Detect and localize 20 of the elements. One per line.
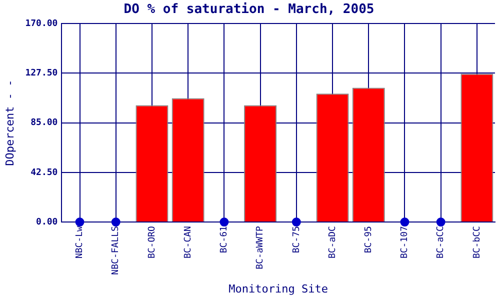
y-tick-label: 127.50 <box>25 68 58 79</box>
x-tick-label: BC-61 <box>220 226 230 254</box>
x-tick-label: BC-aWWTP <box>256 225 266 270</box>
y-tick-label: 85.00 <box>30 118 58 128</box>
x-axis-title: Monitoring Site <box>228 282 328 296</box>
x-tick-label: BC-ORO <box>147 226 158 259</box>
x-tick-label: BC-bCC <box>472 226 482 259</box>
y-tick-label: 0.00 <box>36 217 58 228</box>
x-tick-label: NBC-FALLS <box>111 226 122 275</box>
y-tick-label: 170.00 <box>25 18 58 29</box>
chart-title: DO % of saturation - March, 2005 <box>124 2 374 18</box>
x-tick-label: BC-107 <box>400 226 410 259</box>
x-tick-label: BC-aCC <box>436 226 446 259</box>
y-axis-title: DOpercent - - <box>3 80 16 166</box>
x-tick-label: BC-75 <box>292 226 302 254</box>
x-tick-label: BC-CAN <box>183 226 194 259</box>
x-tick-label: BC-95 <box>364 226 374 254</box>
x-tick-label: BC-aDC <box>328 226 338 259</box>
x-tick-label: NBC-Lw <box>75 225 86 259</box>
y-tick-label: 42.50 <box>30 168 58 178</box>
